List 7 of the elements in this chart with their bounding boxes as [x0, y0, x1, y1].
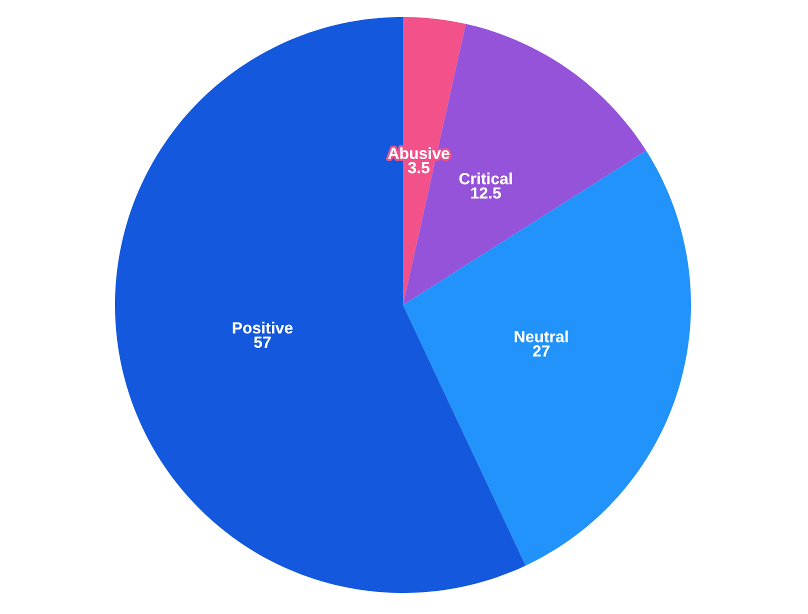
data-label: 27	[532, 345, 550, 356]
data-label: 3.5	[408, 162, 430, 174]
slice-label: Positive	[232, 322, 293, 334]
slice-label: Critical	[459, 172, 512, 184]
data-label: 12.5	[471, 187, 501, 199]
data-label: 57	[254, 336, 271, 348]
slice-label: Neutral	[514, 330, 568, 342]
